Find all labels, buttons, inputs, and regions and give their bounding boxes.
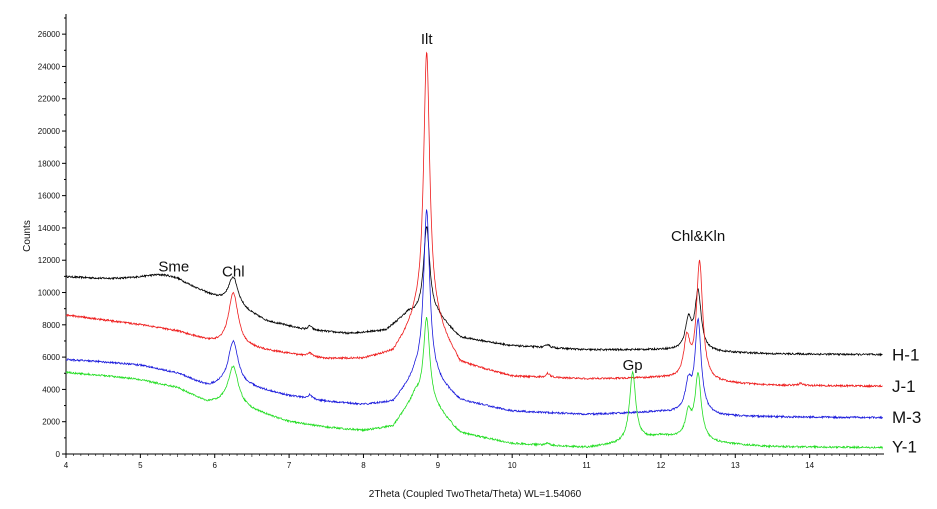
- peak-label: Sme: [158, 259, 189, 276]
- y-tick-label: 14000: [38, 224, 61, 233]
- series-line-h-1: [65, 226, 883, 357]
- peak-label: Chl: [222, 263, 245, 280]
- series-label-j-1: J-1: [892, 377, 916, 396]
- x-tick-label: 8: [361, 461, 366, 470]
- y-axis-title: Counts: [22, 220, 33, 252]
- y-tick-label: 0: [56, 450, 61, 459]
- x-axis-ticks: 4 5 6 7 8 9 10 11 12 13 14: [64, 454, 877, 470]
- series-layer: [65, 51, 883, 450]
- peak-label: Gp: [623, 357, 643, 374]
- x-tick-label: 14: [805, 461, 814, 470]
- y-tick-label: 26000: [38, 30, 61, 39]
- y-tick-label: 4000: [42, 385, 60, 394]
- series-label-m-3: M-3: [892, 408, 921, 427]
- x-axis-title: 2Theta (Coupled TwoTheta/Theta) WL=1.540…: [369, 489, 582, 500]
- x-tick-label: 7: [287, 461, 292, 470]
- series-labels: H-1 J-1 M-3 Y-1: [892, 346, 921, 457]
- y-tick-label: 16000: [38, 192, 61, 201]
- x-tick-label: 9: [436, 461, 441, 470]
- y-tick-label: 24000: [38, 62, 61, 71]
- y-tick-label: 8000: [42, 321, 60, 330]
- peak-label: Chl&Kln: [671, 228, 725, 245]
- series-label-h-1: H-1: [892, 346, 919, 365]
- chart-axes: 0 2000 4000 6000 8000 10000 12000 14000 16000 180…: [38, 14, 884, 470]
- y-tick-label: 2000: [42, 418, 60, 427]
- x-tick-label: 12: [656, 461, 665, 470]
- x-tick-label: 6: [213, 461, 218, 470]
- y-axis-ticks: 0 2000 4000 6000 8000 10000 12000 14000 16000 180…: [38, 17, 66, 459]
- y-tick-label: 22000: [38, 95, 61, 104]
- x-tick-label: 11: [582, 461, 591, 470]
- y-tick-label: 20000: [38, 127, 61, 136]
- peak-label: Ilt: [421, 31, 434, 48]
- y-tick-label: 12000: [38, 256, 61, 265]
- x-tick-label: 4: [64, 461, 69, 470]
- series-line-y-1: [65, 316, 883, 450]
- series-line-j-1: [65, 51, 883, 389]
- y-tick-label: 6000: [42, 353, 60, 362]
- x-tick-label: 10: [508, 461, 517, 470]
- series-line-m-3: [65, 209, 883, 420]
- peak-annotations: Sme Chl Ilt Gp Chl&Kln: [158, 31, 725, 374]
- series-label-y-1: Y-1: [892, 438, 917, 457]
- x-tick-label: 5: [138, 461, 143, 470]
- x-tick-label: 13: [731, 461, 740, 470]
- y-tick-label: 18000: [38, 159, 61, 168]
- y-tick-label: 10000: [38, 289, 61, 298]
